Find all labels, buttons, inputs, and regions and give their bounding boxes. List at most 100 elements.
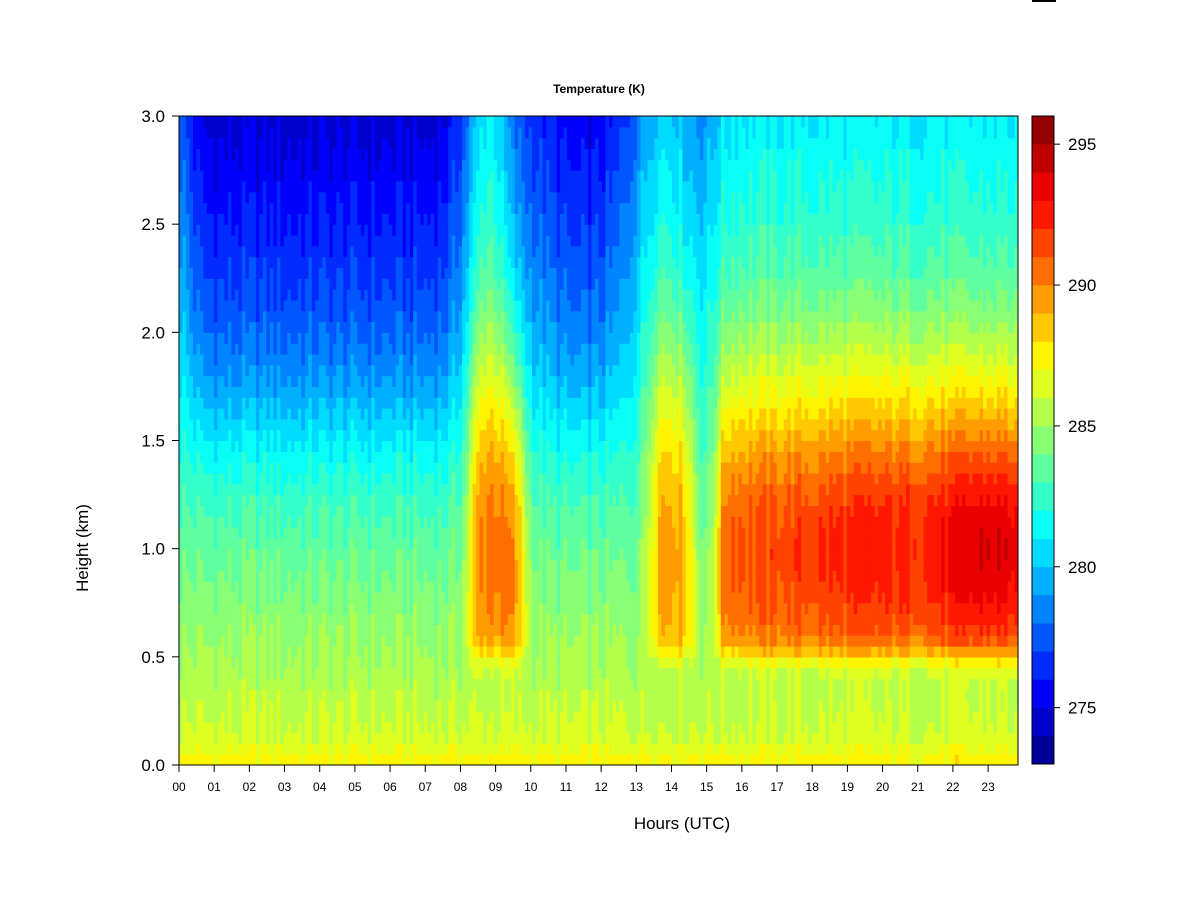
heatmap-cell (441, 245, 446, 258)
heatmap-cell (420, 386, 425, 398)
heatmap-cell (448, 137, 453, 150)
heatmap-cell (329, 591, 334, 604)
heatmap-cell (262, 429, 267, 442)
heatmap-cell (381, 537, 386, 550)
heatmap-cell (374, 267, 379, 279)
heatmap-cell (430, 191, 435, 204)
heatmap-cell (231, 505, 236, 517)
heatmap-cell (297, 289, 302, 301)
heatmap-cell (241, 245, 247, 258)
heatmap-cell (318, 299, 323, 312)
heatmap-cell (262, 343, 267, 355)
heatmap-cell (353, 646, 358, 658)
heatmap-cell (311, 483, 316, 496)
heatmap-cell (427, 137, 432, 150)
heatmap-cell (385, 278, 390, 290)
heatmap-cell (420, 148, 425, 160)
heatmap-cell (276, 537, 281, 550)
heatmap-cell (448, 505, 453, 517)
heatmap-cell (213, 116, 219, 128)
heatmap-cell (182, 408, 187, 420)
heatmap-cell (266, 310, 271, 323)
heatmap-cell (224, 148, 229, 160)
heatmap-cell (364, 213, 369, 225)
heatmap-cell (255, 148, 261, 160)
heatmap-cell (388, 148, 393, 160)
heatmap-cell (259, 116, 264, 128)
heatmap-cell (423, 191, 428, 204)
heatmap-cell (213, 516, 219, 528)
heatmap-cell (182, 591, 187, 604)
heatmap-cell (434, 343, 439, 355)
heatmap-cell (399, 613, 404, 625)
heatmap-cell (220, 624, 226, 636)
heatmap-cell (339, 224, 344, 236)
heatmap-cell (294, 613, 299, 625)
heatmap-cell (437, 408, 442, 420)
heatmap-cell (304, 635, 309, 647)
heatmap-cell (290, 559, 295, 571)
heatmap-cell (441, 667, 446, 680)
heatmap-cell (360, 743, 365, 755)
heatmap-cell (269, 267, 274, 279)
heatmap-cell (346, 116, 351, 128)
heatmap-cell (364, 397, 369, 409)
heatmap-cell (192, 581, 198, 593)
heatmap-cell (357, 581, 362, 593)
heatmap-cell (343, 646, 348, 658)
heatmap-cell (297, 170, 302, 182)
heatmap-cell (290, 148, 295, 160)
heatmap-cell (367, 289, 372, 301)
heatmap-cell (311, 159, 316, 171)
heatmap-cell (441, 635, 446, 647)
heatmap-cell (224, 418, 229, 431)
heatmap-cell (430, 451, 435, 463)
heatmap-cell (336, 667, 341, 680)
heatmap-cell (339, 667, 344, 680)
heatmap-cell (469, 710, 474, 723)
heatmap-cell (255, 732, 261, 744)
heatmap-cell (336, 321, 341, 333)
heatmap-cell (266, 267, 271, 279)
heatmap-cell (346, 224, 351, 236)
heatmap-cell (231, 343, 236, 355)
heatmap-cell (336, 570, 341, 582)
heatmap-cell (283, 256, 288, 269)
heatmap-cell (406, 613, 411, 625)
heatmap-cell (259, 591, 264, 604)
heatmap-cell (224, 570, 229, 582)
heatmap-cell (437, 656, 442, 669)
heatmap-cell (427, 418, 432, 431)
heatmap-cell (343, 180, 348, 193)
heatmap-cell (283, 537, 288, 550)
heatmap-cell (217, 732, 222, 744)
heatmap-cell (206, 234, 212, 247)
heatmap-cell (179, 570, 184, 582)
heatmap-cell (413, 234, 418, 247)
heatmap-cell (409, 180, 414, 193)
heatmap-cell (381, 472, 386, 485)
heatmap-cell (325, 537, 330, 550)
heatmap-cell (182, 375, 187, 388)
heatmap-cell (455, 332, 460, 344)
heatmap-cell (413, 494, 418, 506)
heatmap-cell (196, 689, 201, 701)
heatmap-cell (448, 245, 453, 258)
heatmap-cell (451, 159, 456, 171)
heatmap-cell (346, 548, 351, 561)
heatmap-cell (332, 548, 337, 561)
heatmap-cell (252, 148, 257, 160)
heatmap-cell (346, 700, 351, 712)
heatmap-cell (227, 191, 233, 204)
heatmap-cell (332, 397, 337, 409)
heatmap-cell (339, 451, 344, 463)
heatmap-cell (304, 581, 309, 593)
heatmap-cell (189, 408, 194, 420)
heatmap-cell (360, 245, 365, 258)
heatmap-cell (259, 581, 264, 593)
heatmap-cell (430, 754, 435, 765)
heatmap-cell (262, 570, 267, 582)
heatmap-cell (276, 180, 281, 193)
heatmap-cell (297, 613, 302, 625)
heatmap-cell (266, 289, 271, 301)
